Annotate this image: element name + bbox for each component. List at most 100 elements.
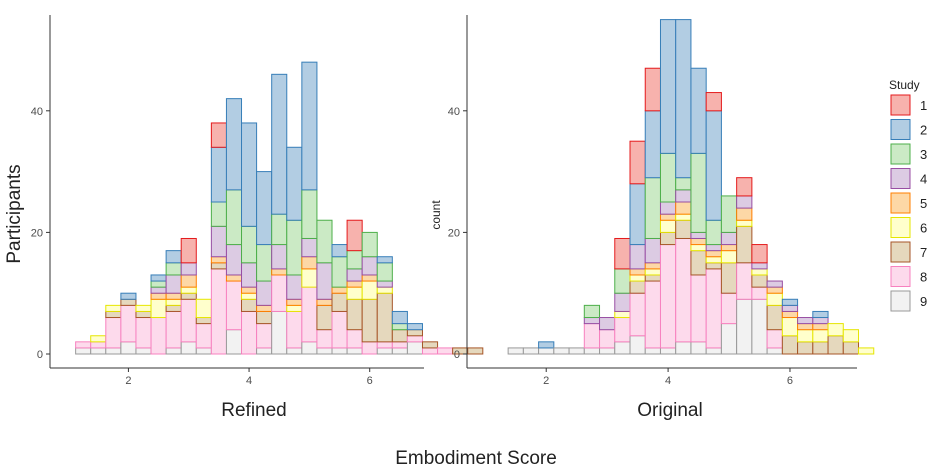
bar-original-bin12-study-4 [675,189,692,203]
legend-swatch-study-6 [890,217,911,238]
legend-swatch-study-2 [890,119,911,140]
bar-original-bin18-study-9 [766,347,783,355]
y-tick-label-original-40: 40 [448,106,460,118]
bar-original-bin9-study-2 [629,183,646,246]
bar-refined-bin6-study-2 [165,250,182,264]
bar-original-bin21-study-5 [812,323,829,331]
bar-refined-bin0-study-9 [75,347,92,355]
x-tick-label-original-6: 6 [787,375,793,387]
bar-original-bin4-study-9 [553,347,570,355]
bar-original-bin8-study-9 [614,341,631,355]
bar-refined-bin18-study-5 [346,280,363,288]
bar-original-bin11-study-8 [659,244,677,349]
bar-refined-bin14-study-4 [286,274,303,300]
bar-refined-bin3-study-7 [120,298,137,306]
bar-original-bin15-study-8 [720,292,738,325]
bar-refined-bin19-study-4 [361,256,378,276]
bar-original-bin6-study-3 [583,304,601,319]
bar-original-bin22-study-6 [827,323,844,337]
bar-original-bin15-study-4 [720,231,738,246]
bar-refined-bin12-study-4 [256,280,273,306]
bar-refined-bin7-study-5 [180,274,197,288]
bar-refined-bin11-study-4 [241,262,258,288]
bar-refined-bin18-study-3 [346,250,363,270]
bar-refined-bin6-study-5 [165,292,182,300]
bar-refined-bin3-study-9 [120,341,137,355]
bar-refined-bin16-study-7 [316,304,333,331]
bar-refined-bin12-study-7 [256,310,273,325]
bar-refined-bin1-study-9 [90,347,107,355]
bar-original-bin20-study-5 [797,323,814,331]
bar-refined-bin7-study-7 [180,292,197,300]
bar-refined-bin9-study-3 [210,201,227,227]
x-tick-label-refined-4: 4 [246,375,252,387]
bar-original-bin17-study-7 [751,274,768,288]
bar-original-bin11-study-6 [659,219,677,233]
bar-original-bin3-study-9 [538,347,555,355]
bar-original-bin9-study-8 [629,292,646,337]
bar-refined-bin7-study-9 [180,341,197,355]
bar-original-bin13-study-6 [690,244,707,252]
bar-original-bin20-study-6 [797,329,814,343]
bar-refined-bin16-study-5 [316,298,333,306]
bar-original-bin9-study-6 [629,274,646,282]
bar-original-bin6-study-4 [583,317,601,325]
bar-refined-bin18-study-8 [346,329,363,349]
bar-refined-bin7-study-8 [180,298,197,343]
bar-original-bin13-study-2 [690,67,707,154]
bar-refined-bin11-study-3 [241,225,258,264]
bar-original-bin19-study-5 [781,310,799,319]
bar-refined-bin9-study-8 [210,268,227,355]
bar-refined-bin23-study-7 [421,341,439,349]
bar-original-bin10-study-7 [644,274,661,282]
bar-refined-bin23-study-8 [421,347,439,355]
bar-refined-bin18-study-9 [346,347,363,355]
bar-original-bin11-study-2 [659,19,677,154]
bar-refined-bin11-study-5 [241,286,258,294]
bar-refined-bin16-study-3 [316,219,333,264]
bar-original-bin12-study-2 [675,19,692,179]
bar-refined-bin6-study-3 [165,262,182,276]
bar-original-bin8-study-8 [614,317,631,343]
bar-refined-bin24-study-8 [437,347,454,355]
y-tick-label-refined-0: 0 [37,349,43,361]
bar-refined-bin22-study-2 [406,323,423,331]
bar-refined-bin13-study-5 [271,268,288,276]
bar-refined-bin12-study-5 [256,304,273,312]
bar-refined-bin8-study-8 [195,323,212,349]
bar-refined-bin10-study-8 [225,280,243,331]
bar-original-bin12-study-5 [675,201,692,215]
bar-refined-bin2-study-6 [105,304,122,312]
bar-original-bin18-study-6 [766,292,783,306]
bar-original-bin9-study-5 [629,268,646,276]
legend-title: Study [889,78,920,92]
bar-original-bin10-study-1 [644,67,661,112]
bar-original-bin11-study-7 [659,231,677,246]
bar-original-bin10-study-5 [644,262,661,270]
bar-original-bin20-study-4 [797,317,814,325]
bar-original-bin24-study-6 [858,347,875,355]
bar-original-bin16-study-9 [736,298,753,355]
bar-original-bin18-study-7 [766,304,783,331]
bar-refined-bin19-study-7 [361,298,378,343]
bar-refined-bin9-study-7 [210,262,227,270]
panel-title-original: Original [637,400,702,421]
bar-refined-bin20-study-9 [376,347,393,355]
bar-refined-bin8-study-9 [195,347,212,355]
bar-refined-bin13-study-9 [271,310,288,355]
bar-original-bin6-study-9 [583,347,601,355]
bar-original-bin10-study-3 [644,177,661,239]
bar-refined-bin17-study-3 [331,256,348,288]
bar-refined-bin21-study-9 [391,347,408,355]
bar-refined-bin12-study-2 [256,171,273,246]
bar-original-bin7-study-4 [599,317,616,331]
y-tick-label-refined-40: 40 [31,106,43,118]
bar-original-bin3-study-2 [538,341,555,349]
bar-original-bin17-study-1 [751,244,768,264]
bar-refined-bin15-study-2 [301,61,318,191]
bar-original-bin11-study-5 [659,213,677,221]
bar-refined-bin19-study-6 [361,280,378,300]
bar-refined-bin5-study-3 [150,280,167,288]
bar-refined-bin9-study-2 [210,146,227,203]
